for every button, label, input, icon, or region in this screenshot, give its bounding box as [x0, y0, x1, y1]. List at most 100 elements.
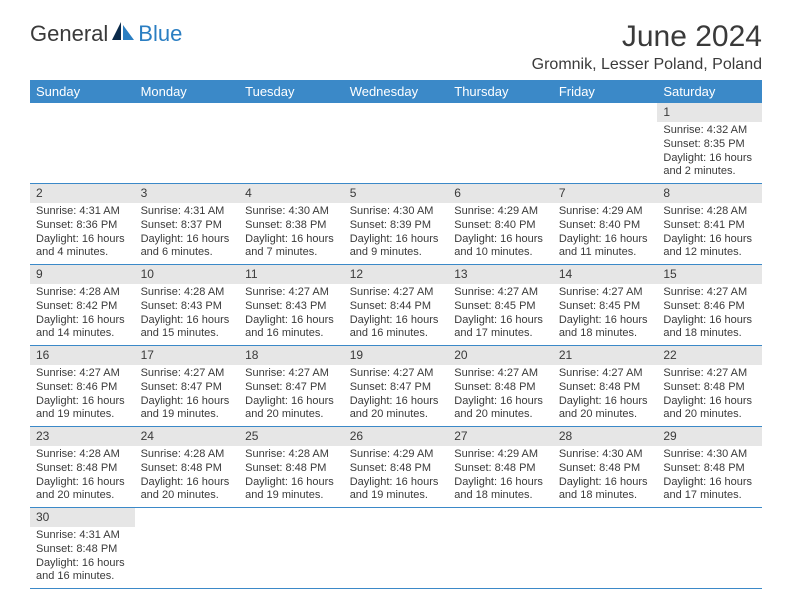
sunset-value: 8:41 PM [704, 219, 745, 231]
day-number: 26 [350, 429, 363, 443]
sunset-label: Sunset: [141, 219, 181, 231]
sunset-line: Sunset: 8:45 PM [454, 300, 547, 314]
sunrise-value: 4:30 AM [602, 448, 642, 460]
title-block: June 2024 [622, 20, 762, 54]
day-content-cell: Sunrise: 4:31 AMSunset: 8:36 PMDaylight:… [30, 203, 135, 265]
sunrise-label: Sunrise: [245, 286, 288, 298]
day-number-cell: 17 [135, 346, 240, 366]
daylight-line: Daylight: 16 hours and 19 minutes. [350, 476, 443, 504]
sunset-value: 8:48 PM [390, 462, 431, 474]
sunset-line: Sunset: 8:44 PM [350, 300, 443, 314]
day-number: 25 [245, 429, 258, 443]
sunrise-line: Sunrise: 4:27 AM [559, 367, 652, 381]
daylight-label: Daylight: [350, 395, 396, 407]
sunrise-label: Sunrise: [350, 367, 393, 379]
sunset-value: 8:48 PM [76, 462, 117, 474]
sunrise-line: Sunrise: 4:30 AM [559, 448, 652, 462]
sunset-line: Sunset: 8:48 PM [36, 462, 129, 476]
day-number-cell: 28 [553, 427, 658, 447]
day-content-cell: Sunrise: 4:30 AMSunset: 8:48 PMDaylight:… [553, 446, 658, 508]
sunrise-value: 4:29 AM [498, 448, 538, 460]
day-number: 27 [454, 429, 467, 443]
day-content-cell: Sunrise: 4:28 AMSunset: 8:48 PMDaylight:… [239, 446, 344, 508]
sunrise-line: Sunrise: 4:27 AM [36, 367, 129, 381]
day-number: 24 [141, 429, 154, 443]
sunset-value: 8:48 PM [76, 543, 117, 555]
day-number-row: 23242526272829 [30, 427, 762, 447]
day-number: 15 [663, 267, 676, 281]
sunset-value: 8:39 PM [390, 219, 431, 231]
day-number: 3 [141, 186, 148, 200]
day-number-cell: 3 [135, 184, 240, 204]
daylight-line: Daylight: 16 hours and 18 minutes. [454, 476, 547, 504]
daylight-label: Daylight: [663, 152, 709, 164]
sunrise-value: 4:30 AM [393, 205, 433, 217]
sunset-label: Sunset: [141, 381, 181, 393]
sunset-line: Sunset: 8:42 PM [36, 300, 129, 314]
daylight-line: Daylight: 16 hours and 19 minutes. [141, 395, 234, 423]
daylight-line: Daylight: 16 hours and 2 minutes. [663, 152, 756, 180]
header: General Blue June 2024 [30, 20, 762, 54]
daylight-line: Daylight: 16 hours and 17 minutes. [663, 476, 756, 504]
sunrise-label: Sunrise: [663, 124, 706, 136]
day-number: 14 [559, 267, 572, 281]
sunset-label: Sunset: [559, 462, 599, 474]
sunset-value: 8:48 PM [495, 462, 536, 474]
sunrise-label: Sunrise: [663, 448, 706, 460]
sunset-label: Sunset: [350, 219, 390, 231]
sunrise-value: 4:27 AM [393, 286, 433, 298]
logo-sails-icon [110, 20, 136, 47]
sunset-value: 8:48 PM [704, 381, 745, 393]
sunset-value: 8:40 PM [599, 219, 640, 231]
daylight-line: Daylight: 16 hours and 11 minutes. [559, 233, 652, 261]
day-number-cell [135, 508, 240, 528]
sunset-label: Sunset: [36, 219, 76, 231]
day-content-cell [239, 122, 344, 184]
day-content-cell [135, 122, 240, 184]
sunset-label: Sunset: [454, 381, 494, 393]
sunset-line: Sunset: 8:48 PM [663, 381, 756, 395]
day-number-row: 9101112131415 [30, 265, 762, 285]
sunrise-line: Sunrise: 4:28 AM [245, 448, 338, 462]
sunrise-label: Sunrise: [36, 448, 79, 460]
sunset-line: Sunset: 8:39 PM [350, 219, 443, 233]
daylight-label: Daylight: [36, 557, 82, 569]
day-number-cell: 26 [344, 427, 449, 447]
daylight-label: Daylight: [454, 233, 500, 245]
day-content-row: Sunrise: 4:32 AMSunset: 8:35 PMDaylight:… [30, 122, 762, 184]
day-number-cell: 18 [239, 346, 344, 366]
sunset-label: Sunset: [36, 300, 76, 312]
day-number-cell: 19 [344, 346, 449, 366]
sunset-line: Sunset: 8:45 PM [559, 300, 652, 314]
sunrise-label: Sunrise: [559, 448, 602, 460]
sunset-value: 8:42 PM [76, 300, 117, 312]
sunset-line: Sunset: 8:38 PM [245, 219, 338, 233]
sunrise-line: Sunrise: 4:27 AM [245, 367, 338, 381]
day-content-cell: Sunrise: 4:30 AMSunset: 8:48 PMDaylight:… [657, 446, 762, 508]
sunrise-label: Sunrise: [141, 367, 184, 379]
sunset-label: Sunset: [454, 300, 494, 312]
sunrise-value: 4:27 AM [498, 367, 538, 379]
day-content-cell: Sunrise: 4:29 AMSunset: 8:48 PMDaylight:… [448, 446, 553, 508]
day-content-cell: Sunrise: 4:27 AMSunset: 8:43 PMDaylight:… [239, 284, 344, 346]
daylight-label: Daylight: [36, 395, 82, 407]
day-content-cell: Sunrise: 4:28 AMSunset: 8:43 PMDaylight:… [135, 284, 240, 346]
daylight-label: Daylight: [141, 476, 187, 488]
daylight-line: Daylight: 16 hours and 20 minutes. [245, 395, 338, 423]
daylight-label: Daylight: [141, 314, 187, 326]
logo-text-general: General [30, 21, 108, 47]
sunrise-line: Sunrise: 4:30 AM [350, 205, 443, 219]
sunset-label: Sunset: [663, 381, 703, 393]
day-content-cell: Sunrise: 4:28 AMSunset: 8:48 PMDaylight:… [30, 446, 135, 508]
day-content-cell: Sunrise: 4:28 AMSunset: 8:48 PMDaylight:… [135, 446, 240, 508]
sunset-line: Sunset: 8:48 PM [141, 462, 234, 476]
sunset-line: Sunset: 8:48 PM [454, 462, 547, 476]
sunrise-label: Sunrise: [350, 205, 393, 217]
day-number-cell [553, 508, 658, 528]
sunset-line: Sunset: 8:46 PM [36, 381, 129, 395]
sunrise-label: Sunrise: [245, 205, 288, 217]
sunrise-value: 4:29 AM [602, 205, 642, 217]
day-number-cell: 6 [448, 184, 553, 204]
day-content-cell [657, 527, 762, 589]
sunset-value: 8:48 PM [181, 462, 222, 474]
